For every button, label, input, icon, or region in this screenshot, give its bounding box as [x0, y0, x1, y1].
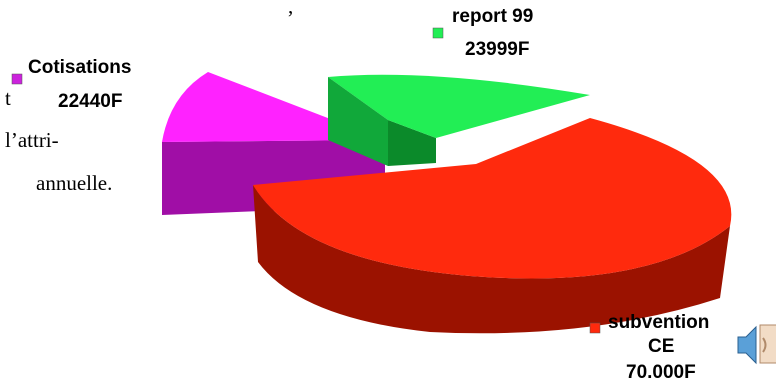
- slice-subvention-side: [253, 185, 730, 334]
- slice-report99-side: [388, 120, 436, 166]
- slice-subvention-top: [253, 118, 732, 279]
- text-fragment-attri: l’attri-: [5, 128, 59, 152]
- label-subvention-value: 70.000F: [626, 362, 696, 383]
- legend-marker-subvention: [589, 322, 601, 334]
- slice-report99-top: [328, 74, 590, 138]
- text-fragment-annuelle: annuelle.: [36, 171, 113, 195]
- label-report99-name: report 99: [452, 6, 533, 27]
- text-fragment-t: t: [5, 86, 11, 110]
- slice-subvention: [253, 118, 732, 334]
- label-cotisations-name: Cotisations: [28, 57, 131, 78]
- label-subvention-line2: CE: [648, 336, 674, 357]
- text-fragment-comma: ,: [288, 0, 294, 18]
- legend-marker-cotisations: [11, 73, 23, 85]
- label-report99-value: 23999F: [465, 39, 529, 60]
- label-subvention-name: subvention: [608, 312, 709, 333]
- legend-marker-report99: [432, 27, 444, 39]
- slice-report99-front: [328, 77, 388, 166]
- label-cotisations-value: 22440F: [58, 91, 122, 112]
- slice-report99: [328, 74, 590, 166]
- speaker-icon[interactable]: [737, 324, 776, 365]
